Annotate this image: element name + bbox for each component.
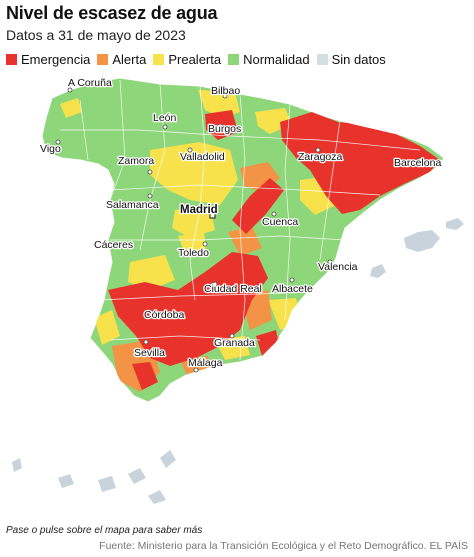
city-label: Zaragoza xyxy=(298,151,343,163)
city-valencia: Valencia xyxy=(317,259,359,274)
city-burgos: Burgos xyxy=(207,122,243,137)
legend-swatch-normalidad xyxy=(228,54,240,65)
city-zaragoza: Zaragoza xyxy=(297,147,344,164)
city-valladolid: Valladolid xyxy=(179,147,226,164)
legend-item-alerta: Alerta xyxy=(97,52,146,67)
city-marker xyxy=(222,93,228,99)
balearic-ibiza xyxy=(370,264,386,278)
city-marker xyxy=(315,147,321,153)
city-label: Zamora xyxy=(118,155,154,167)
city-marker xyxy=(147,193,153,199)
city-label: Cuenca xyxy=(262,216,298,228)
city-label: Cáceres xyxy=(94,239,133,251)
city-marker xyxy=(289,277,295,283)
legend-swatch-sin-datos xyxy=(316,54,328,65)
city-toledo: Toledo xyxy=(177,241,210,260)
city-label-capital: Madrid xyxy=(180,204,218,216)
map-subtitle: Datos a 31 de mayo de 2023 xyxy=(6,27,186,43)
city-leon: León xyxy=(152,111,178,130)
city-marker xyxy=(162,124,168,130)
region-emergencia-tajo-corridor[interactable] xyxy=(232,178,284,234)
interaction-hint: Pase o pulse sobre el mapa para saber má… xyxy=(6,525,203,536)
legend-item-prealerta: Prealerta xyxy=(153,52,221,67)
capital-marker xyxy=(209,212,216,219)
city-marker xyxy=(55,139,61,145)
city-marker xyxy=(212,281,218,287)
city-marker xyxy=(202,241,208,247)
city-marker xyxy=(121,243,127,249)
city-cordoba: Córdoba xyxy=(143,308,186,323)
legend-label-emergencia: Emergencia xyxy=(21,52,91,67)
map-title: Nivel de escasez de agua xyxy=(6,3,218,23)
region-emergencia-cadiz[interactable] xyxy=(132,362,158,390)
city-coruna: A Coruña xyxy=(67,76,113,93)
city-barcelona: Barcelona xyxy=(393,156,443,171)
region-prealerta-huelva[interactable] xyxy=(94,310,120,345)
city-marker xyxy=(187,147,193,153)
city-label: Barcelona xyxy=(394,157,441,169)
balearic-menorca xyxy=(446,218,464,230)
city-label: Málaga xyxy=(188,357,223,369)
city-marker xyxy=(172,313,178,319)
city-albacete: Albacete xyxy=(271,277,314,296)
canary-islands xyxy=(12,450,176,504)
city-cuenca: Cuenca xyxy=(261,211,300,229)
city-marker xyxy=(217,123,223,129)
city-sevilla: Sevilla xyxy=(133,339,166,360)
city-label: Ciudad Real xyxy=(204,283,262,295)
city-madrid: Madrid xyxy=(179,203,219,219)
city-label: Burgos xyxy=(208,123,241,135)
legend-item-sin-datos: Sin datos xyxy=(316,52,386,67)
city-marker xyxy=(193,367,199,373)
region-alerta-tajo[interactable] xyxy=(228,226,262,256)
city-vigo: Vigo xyxy=(39,139,62,156)
city-marker xyxy=(229,333,235,339)
legend-label-prealerta: Prealerta xyxy=(168,52,222,67)
city-label: Toledo xyxy=(178,247,209,259)
city-zamora: Zamora xyxy=(117,154,156,175)
city-marker xyxy=(327,259,333,265)
city-malaga: Málaga xyxy=(187,356,224,373)
legend-label-alerta: Alerta xyxy=(112,52,147,67)
city-salamanca: Salamanca xyxy=(105,193,160,212)
region-prealerta-guadiana[interactable] xyxy=(178,232,206,256)
spain-water-scarcity-map[interactable]: A Coruña Bilbao León Vigo Burgos Zamora … xyxy=(0,70,474,520)
region-prealerta-galicia[interactable] xyxy=(60,98,82,118)
city-label: Albacete xyxy=(272,283,313,295)
region-emergencia-aragon-catalonia[interactable] xyxy=(280,112,440,214)
city-label: Valencia xyxy=(318,261,358,273)
legend-label-normalidad: Normalidad xyxy=(243,52,310,67)
legend-item-normalidad: Normalidad xyxy=(228,52,310,67)
city-label: Granada xyxy=(214,337,255,349)
city-label: Córdoba xyxy=(144,309,184,321)
city-label: Bilbao xyxy=(211,85,240,97)
city-caceres: Cáceres xyxy=(93,238,135,253)
legend-label-sin-datos: Sin datos xyxy=(331,52,386,67)
city-label: Sevilla xyxy=(134,347,165,359)
legend-item-emergencia: Emergencia xyxy=(6,52,90,67)
region-prealerta-castilla[interactable] xyxy=(150,142,238,205)
city-label: A Coruña xyxy=(68,77,112,89)
city-label: Valladolid xyxy=(180,151,225,163)
city-label: Salamanca xyxy=(106,199,159,211)
city-label: León xyxy=(153,112,177,124)
city-marker xyxy=(417,157,423,163)
legend-swatch-emergencia xyxy=(6,54,17,65)
source-credit: Fuente: Ministerio para la Transición Ec… xyxy=(99,540,468,552)
city-marker xyxy=(67,87,73,93)
city-ciudad-real: Ciudad Real xyxy=(203,281,263,296)
region-prealerta-extremadura[interactable] xyxy=(128,255,175,290)
city-granada: Granada xyxy=(213,333,256,350)
balearic-mallorca xyxy=(404,230,440,252)
legend-swatch-prealerta xyxy=(153,54,165,65)
city-label: Vigo xyxy=(40,143,61,155)
legend-swatch-alerta xyxy=(97,54,109,65)
city-marker xyxy=(271,211,277,217)
city-marker xyxy=(143,339,149,345)
city-bilbao: Bilbao xyxy=(210,84,242,99)
province-borders xyxy=(60,79,421,361)
legend: Emergencia Alerta Prealerta Normalidad S… xyxy=(6,52,393,67)
region-prealerta-madrid[interactable] xyxy=(172,205,215,238)
city-marker xyxy=(147,169,153,175)
